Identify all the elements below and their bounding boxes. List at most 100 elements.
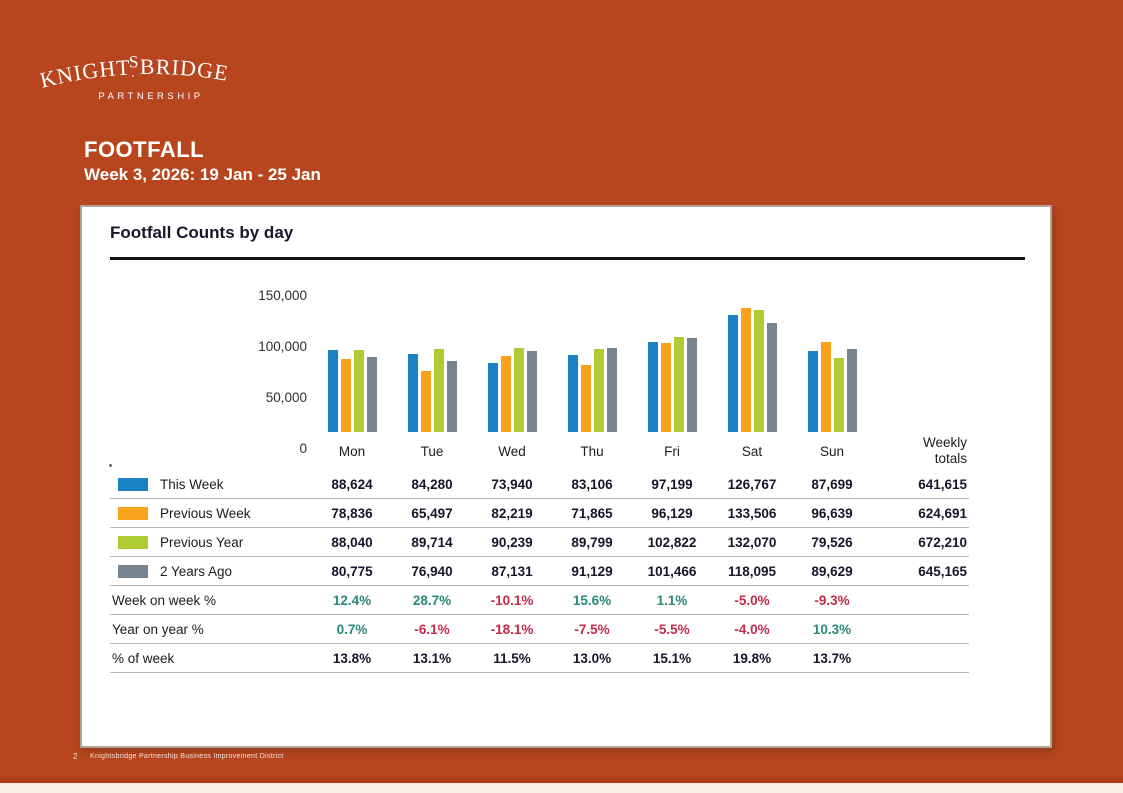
legend-label: Previous Week [160, 505, 251, 521]
cell-percent: 13.1% [412, 650, 452, 666]
bar-group-sat [712, 293, 792, 432]
day-label-thu: Thu [580, 443, 604, 459]
cell-count: 73,940 [491, 476, 533, 492]
bar-this-week [567, 355, 578, 432]
data-table: This Week 88,624 84,280 73,940 83,106 97,199 1… [110, 470, 969, 673]
cell-percent: 13.7% [812, 650, 852, 666]
brand-logo-subtext: PARTNERSHIP [98, 91, 203, 102]
cell-count: 89,629 [811, 563, 853, 579]
cell-percent: 0.7% [336, 621, 368, 637]
bar-2-years-ago [446, 361, 457, 432]
legend-swatch [118, 506, 148, 520]
cell-count: 118,095 [727, 563, 777, 579]
cell-percent: -18.1% [490, 621, 534, 637]
cell-count: 91,129 [571, 563, 613, 579]
legend-label: 2 Years Ago [160, 563, 233, 579]
logo-raised-s: S [129, 52, 140, 71]
bar-previous-week [820, 342, 831, 432]
cell-count: 87,699 [811, 476, 853, 492]
bar-previous-week [740, 308, 751, 432]
row-label-week-on-week-: Week on week % [112, 592, 217, 608]
bar-2-years-ago [606, 348, 617, 432]
table-row: % of week 13.8% 13.1% 11.5% 13.0% 15.1% 19.8% 1… [110, 644, 969, 673]
legend-swatch [118, 477, 148, 491]
cell-percent: 15.1% [652, 650, 692, 666]
logo-part-bridge: BRIDGE [140, 54, 231, 86]
bar-previous-week [660, 343, 671, 432]
y-tick-label: 50,000 [265, 390, 307, 405]
bar-group-sun [792, 293, 872, 432]
row-label-this-week: This Week [110, 477, 312, 492]
legend-swatch [118, 564, 148, 578]
day-label-wed: Wed [498, 443, 526, 459]
brand-logo-arc-text: KNIGHT.SBRIDGE [40, 52, 231, 93]
y-tick-label: 150,000 [258, 288, 307, 303]
cell-count: 79,526 [811, 534, 853, 550]
bar-previous-week [580, 365, 591, 432]
table-row: This Week 88,624 84,280 73,940 83,106 97,199 1… [110, 470, 969, 499]
legend-label: This Week [160, 476, 224, 492]
page-subtitle: Week 3, 2026: 19 Jan - 25 Jan [84, 165, 321, 184]
bar-previous-year [353, 350, 364, 432]
bar-this-week [487, 363, 498, 432]
cell-count: 71,865 [571, 505, 613, 521]
bar-2-years-ago [526, 351, 537, 432]
row-label--of-week: % of week [112, 650, 175, 666]
footer-page-number: 2 [73, 752, 78, 761]
bar-2-years-ago [846, 349, 857, 432]
legend-label: Previous Year [160, 534, 244, 550]
table-row: Previous Week 78,836 65,497 82,219 71,865 96,… [110, 499, 969, 528]
footer-text: Knightsbridge Partnership Business Impro… [90, 753, 284, 760]
cell-count: 80,775 [331, 563, 373, 579]
logo-part-knight: KNIGHT [40, 54, 131, 92]
cell-percent: -7.5% [574, 621, 610, 637]
cell-percent: -5.5% [654, 621, 690, 637]
cell-count: 65,497 [411, 505, 453, 521]
cell-count: 96,129 [651, 505, 693, 521]
cell-percent: -6.1% [414, 621, 450, 637]
y-tick-label: 0 [299, 441, 307, 456]
bar-this-week [407, 354, 418, 432]
row-total: 641,615 [918, 476, 967, 492]
brand-logo: KNIGHT.SBRIDGE PARTNERSHIP [40, 52, 231, 102]
row-label-previous-year: Previous Year [110, 535, 312, 550]
bar-this-week [807, 351, 818, 432]
cell-percent: 1.1% [656, 592, 688, 608]
report-card: Footfall Counts by day 150,000 100,000 50,… [80, 205, 1052, 748]
day-label-mon: Mon [338, 443, 366, 459]
bar-this-week [727, 315, 738, 432]
cell-count: 78,836 [331, 505, 373, 521]
cell-count: 96,639 [811, 505, 853, 521]
footer-dark-band [0, 777, 1123, 783]
bar-group-mon [312, 293, 392, 432]
bar-previous-week [420, 371, 431, 432]
page-title: FOOTFALL [84, 137, 205, 162]
day-label-sat: Sat [741, 443, 763, 459]
bar-group-wed [472, 293, 552, 432]
cell-count: 87,131 [491, 563, 533, 579]
cell-count: 97,199 [651, 476, 693, 492]
cell-percent: 19.8% [732, 650, 772, 666]
bar-previous-year [673, 337, 684, 432]
bar-2-years-ago [686, 338, 697, 432]
cell-percent: -10.1% [490, 592, 534, 608]
table-row: Year on year % 0.7% -6.1% -18.1% -7.5% -5.5% -… [110, 615, 969, 644]
cell-percent: -9.3% [814, 592, 850, 608]
bottom-strip [0, 783, 1123, 793]
cell-percent: 28.7% [412, 592, 452, 608]
bar-group-fri [632, 293, 712, 432]
row-label-2-years-ago: 2 Years Ago [110, 564, 312, 579]
cell-percent: 12.4% [332, 592, 372, 608]
stray-dot [109, 464, 112, 467]
cell-percent: 13.8% [332, 650, 372, 666]
bar-this-week [327, 350, 338, 432]
bar-group-tue [392, 293, 472, 432]
cell-count: 89,714 [411, 534, 453, 550]
bar-previous-week [340, 359, 351, 432]
bar-group-thu [552, 293, 632, 432]
weekly-totals-header: Weekly totals [872, 435, 969, 466]
day-label-fri: Fri [664, 443, 680, 459]
cell-count: 84,280 [411, 476, 453, 492]
x-axis-row: Mon Tue Wed Thu Fri Sat Sun Weekly totals [110, 432, 969, 470]
